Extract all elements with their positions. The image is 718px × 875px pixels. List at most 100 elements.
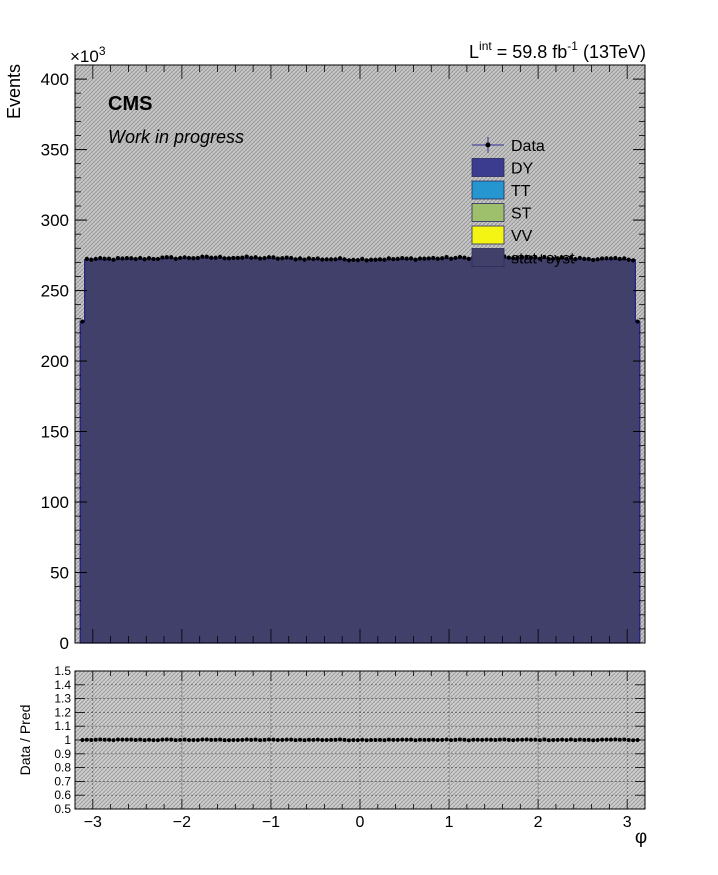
ratio-point <box>382 738 387 743</box>
data-point <box>568 255 574 260</box>
data-point <box>369 257 374 262</box>
data-point <box>120 256 125 261</box>
y-multiplier-exponent: 3 <box>99 44 106 58</box>
ratio-point-marker <box>400 737 405 742</box>
data-point <box>444 254 449 260</box>
data-point <box>515 255 520 260</box>
ratio-point-marker <box>409 737 414 742</box>
data-point-marker <box>169 255 174 260</box>
data-point <box>80 319 85 324</box>
data-point-marker <box>320 257 325 262</box>
data-point <box>320 257 325 262</box>
ratio-point-marker <box>98 737 103 742</box>
lumi-symbol: L <box>469 42 479 62</box>
ratio-point <box>333 737 338 742</box>
lumi-energy: (13TeV) <box>578 42 646 62</box>
ratio-point <box>564 738 569 743</box>
ratio-point <box>546 738 551 743</box>
legend-entry-dy: DY <box>471 158 534 178</box>
ratio-point-marker <box>382 738 387 743</box>
ratio-point <box>213 737 218 742</box>
data-point <box>106 256 112 261</box>
data-point-marker <box>160 255 165 260</box>
data-point-marker <box>568 255 574 260</box>
legend-label: Data <box>511 138 545 155</box>
ratio-point <box>373 738 378 743</box>
y-tick-label: 200 <box>41 352 69 371</box>
ratio-point <box>231 737 236 742</box>
data-point-marker <box>369 257 374 262</box>
data-point-marker <box>133 256 138 262</box>
ratio-point <box>324 737 329 742</box>
data-point <box>537 256 542 261</box>
ratio-point <box>431 737 436 742</box>
ratio-point <box>573 738 578 743</box>
data-point-marker <box>240 255 245 260</box>
ratio-point-marker <box>537 738 542 743</box>
ratio-point <box>120 737 125 742</box>
data-point <box>608 256 614 261</box>
ratio-point-marker <box>280 737 285 742</box>
data-point-marker <box>315 256 320 261</box>
ratio-point <box>422 737 427 742</box>
ratio-point-marker <box>84 737 89 742</box>
data-point <box>417 256 423 261</box>
ratio-point-marker <box>164 737 169 742</box>
ratio-x-tick-label: 0 <box>356 814 365 831</box>
data-point <box>289 255 294 261</box>
ratio-point <box>342 737 347 742</box>
data-point-marker <box>329 257 334 262</box>
ratio-point-marker <box>360 737 365 742</box>
data-point-marker <box>559 255 565 260</box>
data-point-marker <box>302 257 307 262</box>
data-point <box>222 256 227 261</box>
data-point-marker <box>462 255 467 260</box>
data-point-marker <box>280 256 285 261</box>
y-tick-label: 400 <box>41 70 69 89</box>
ratio-point-marker <box>324 737 329 742</box>
ratio-point <box>191 738 196 743</box>
data-point <box>226 256 232 261</box>
data-point-marker <box>622 256 627 261</box>
ratio-point <box>204 737 209 742</box>
data-point-marker <box>533 255 538 260</box>
ratio-point-marker <box>346 738 351 743</box>
ratio-point-marker <box>120 737 125 742</box>
data-point <box>413 257 418 262</box>
data-point <box>102 256 107 261</box>
ratio-point <box>338 737 343 742</box>
data-point <box>195 255 200 261</box>
data-point-marker <box>364 258 369 263</box>
ratio-x-tick-label: 2 <box>534 814 543 831</box>
data-point-marker <box>115 256 121 261</box>
data-point-marker <box>151 256 156 262</box>
data-point <box>448 256 454 261</box>
legend: Data DY TT ST VV stat+syst <box>471 137 575 268</box>
ratio-point <box>195 737 200 742</box>
ratio-point-marker <box>484 737 489 742</box>
ratio-point-marker <box>600 737 605 742</box>
data-point-marker <box>391 256 396 262</box>
ratio-point-marker <box>595 737 600 742</box>
data-point <box>395 256 400 261</box>
data-point-marker <box>431 255 436 261</box>
ratio-point <box>497 737 502 742</box>
data-point <box>138 255 143 261</box>
ratio-point <box>311 737 316 742</box>
ratio-point <box>577 737 582 742</box>
ratio-point-marker <box>546 738 551 743</box>
ratio-point <box>453 737 458 742</box>
ratio-point-marker <box>444 737 449 742</box>
ratio-point <box>440 737 445 742</box>
ratio-point <box>409 737 414 742</box>
data-point-marker <box>204 254 209 259</box>
data-point-marker <box>542 254 547 260</box>
data-point <box>337 256 343 261</box>
data-point <box>124 256 129 261</box>
data-point <box>146 256 152 261</box>
ratio-point <box>533 737 538 742</box>
ratio-point <box>582 737 587 742</box>
data-point <box>342 257 347 262</box>
ratio-point <box>235 737 240 742</box>
